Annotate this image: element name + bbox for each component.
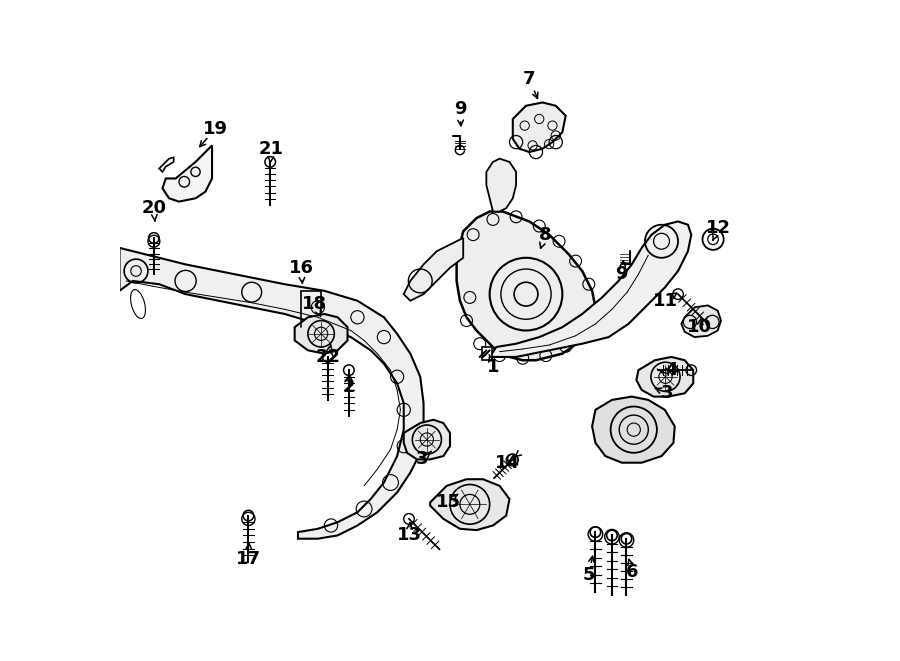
Polygon shape bbox=[430, 479, 509, 530]
Polygon shape bbox=[404, 420, 450, 459]
Text: 8: 8 bbox=[539, 225, 552, 244]
Polygon shape bbox=[636, 357, 693, 397]
Polygon shape bbox=[681, 305, 721, 337]
Polygon shape bbox=[163, 145, 212, 202]
Text: 18: 18 bbox=[302, 295, 327, 313]
Polygon shape bbox=[456, 212, 596, 360]
Text: 9: 9 bbox=[616, 265, 628, 284]
Text: 3: 3 bbox=[415, 450, 428, 469]
Polygon shape bbox=[513, 102, 566, 152]
Text: 14: 14 bbox=[495, 453, 520, 472]
Text: 5: 5 bbox=[582, 566, 595, 584]
Text: 7: 7 bbox=[523, 70, 536, 89]
Bar bbox=[482, 347, 491, 360]
Text: 2: 2 bbox=[343, 377, 356, 396]
Polygon shape bbox=[592, 397, 675, 463]
Text: 12: 12 bbox=[706, 219, 731, 237]
Text: 15: 15 bbox=[436, 493, 461, 512]
Text: 17: 17 bbox=[236, 549, 261, 568]
Text: 13: 13 bbox=[397, 526, 421, 545]
Polygon shape bbox=[490, 221, 691, 357]
Polygon shape bbox=[486, 159, 516, 212]
Text: 6: 6 bbox=[626, 563, 639, 581]
Text: 16: 16 bbox=[289, 258, 314, 277]
Text: 1: 1 bbox=[487, 358, 500, 376]
Text: 9: 9 bbox=[454, 100, 466, 118]
Text: 10: 10 bbox=[688, 318, 713, 336]
Polygon shape bbox=[404, 238, 464, 301]
Text: 11: 11 bbox=[653, 292, 678, 310]
Text: 22: 22 bbox=[316, 348, 341, 366]
Text: 3: 3 bbox=[661, 384, 673, 403]
Polygon shape bbox=[120, 248, 424, 539]
Polygon shape bbox=[159, 157, 174, 172]
Text: 20: 20 bbox=[141, 199, 166, 217]
Text: 21: 21 bbox=[259, 139, 284, 158]
Text: 4: 4 bbox=[665, 361, 678, 379]
Text: 19: 19 bbox=[202, 120, 228, 138]
Polygon shape bbox=[294, 314, 347, 354]
